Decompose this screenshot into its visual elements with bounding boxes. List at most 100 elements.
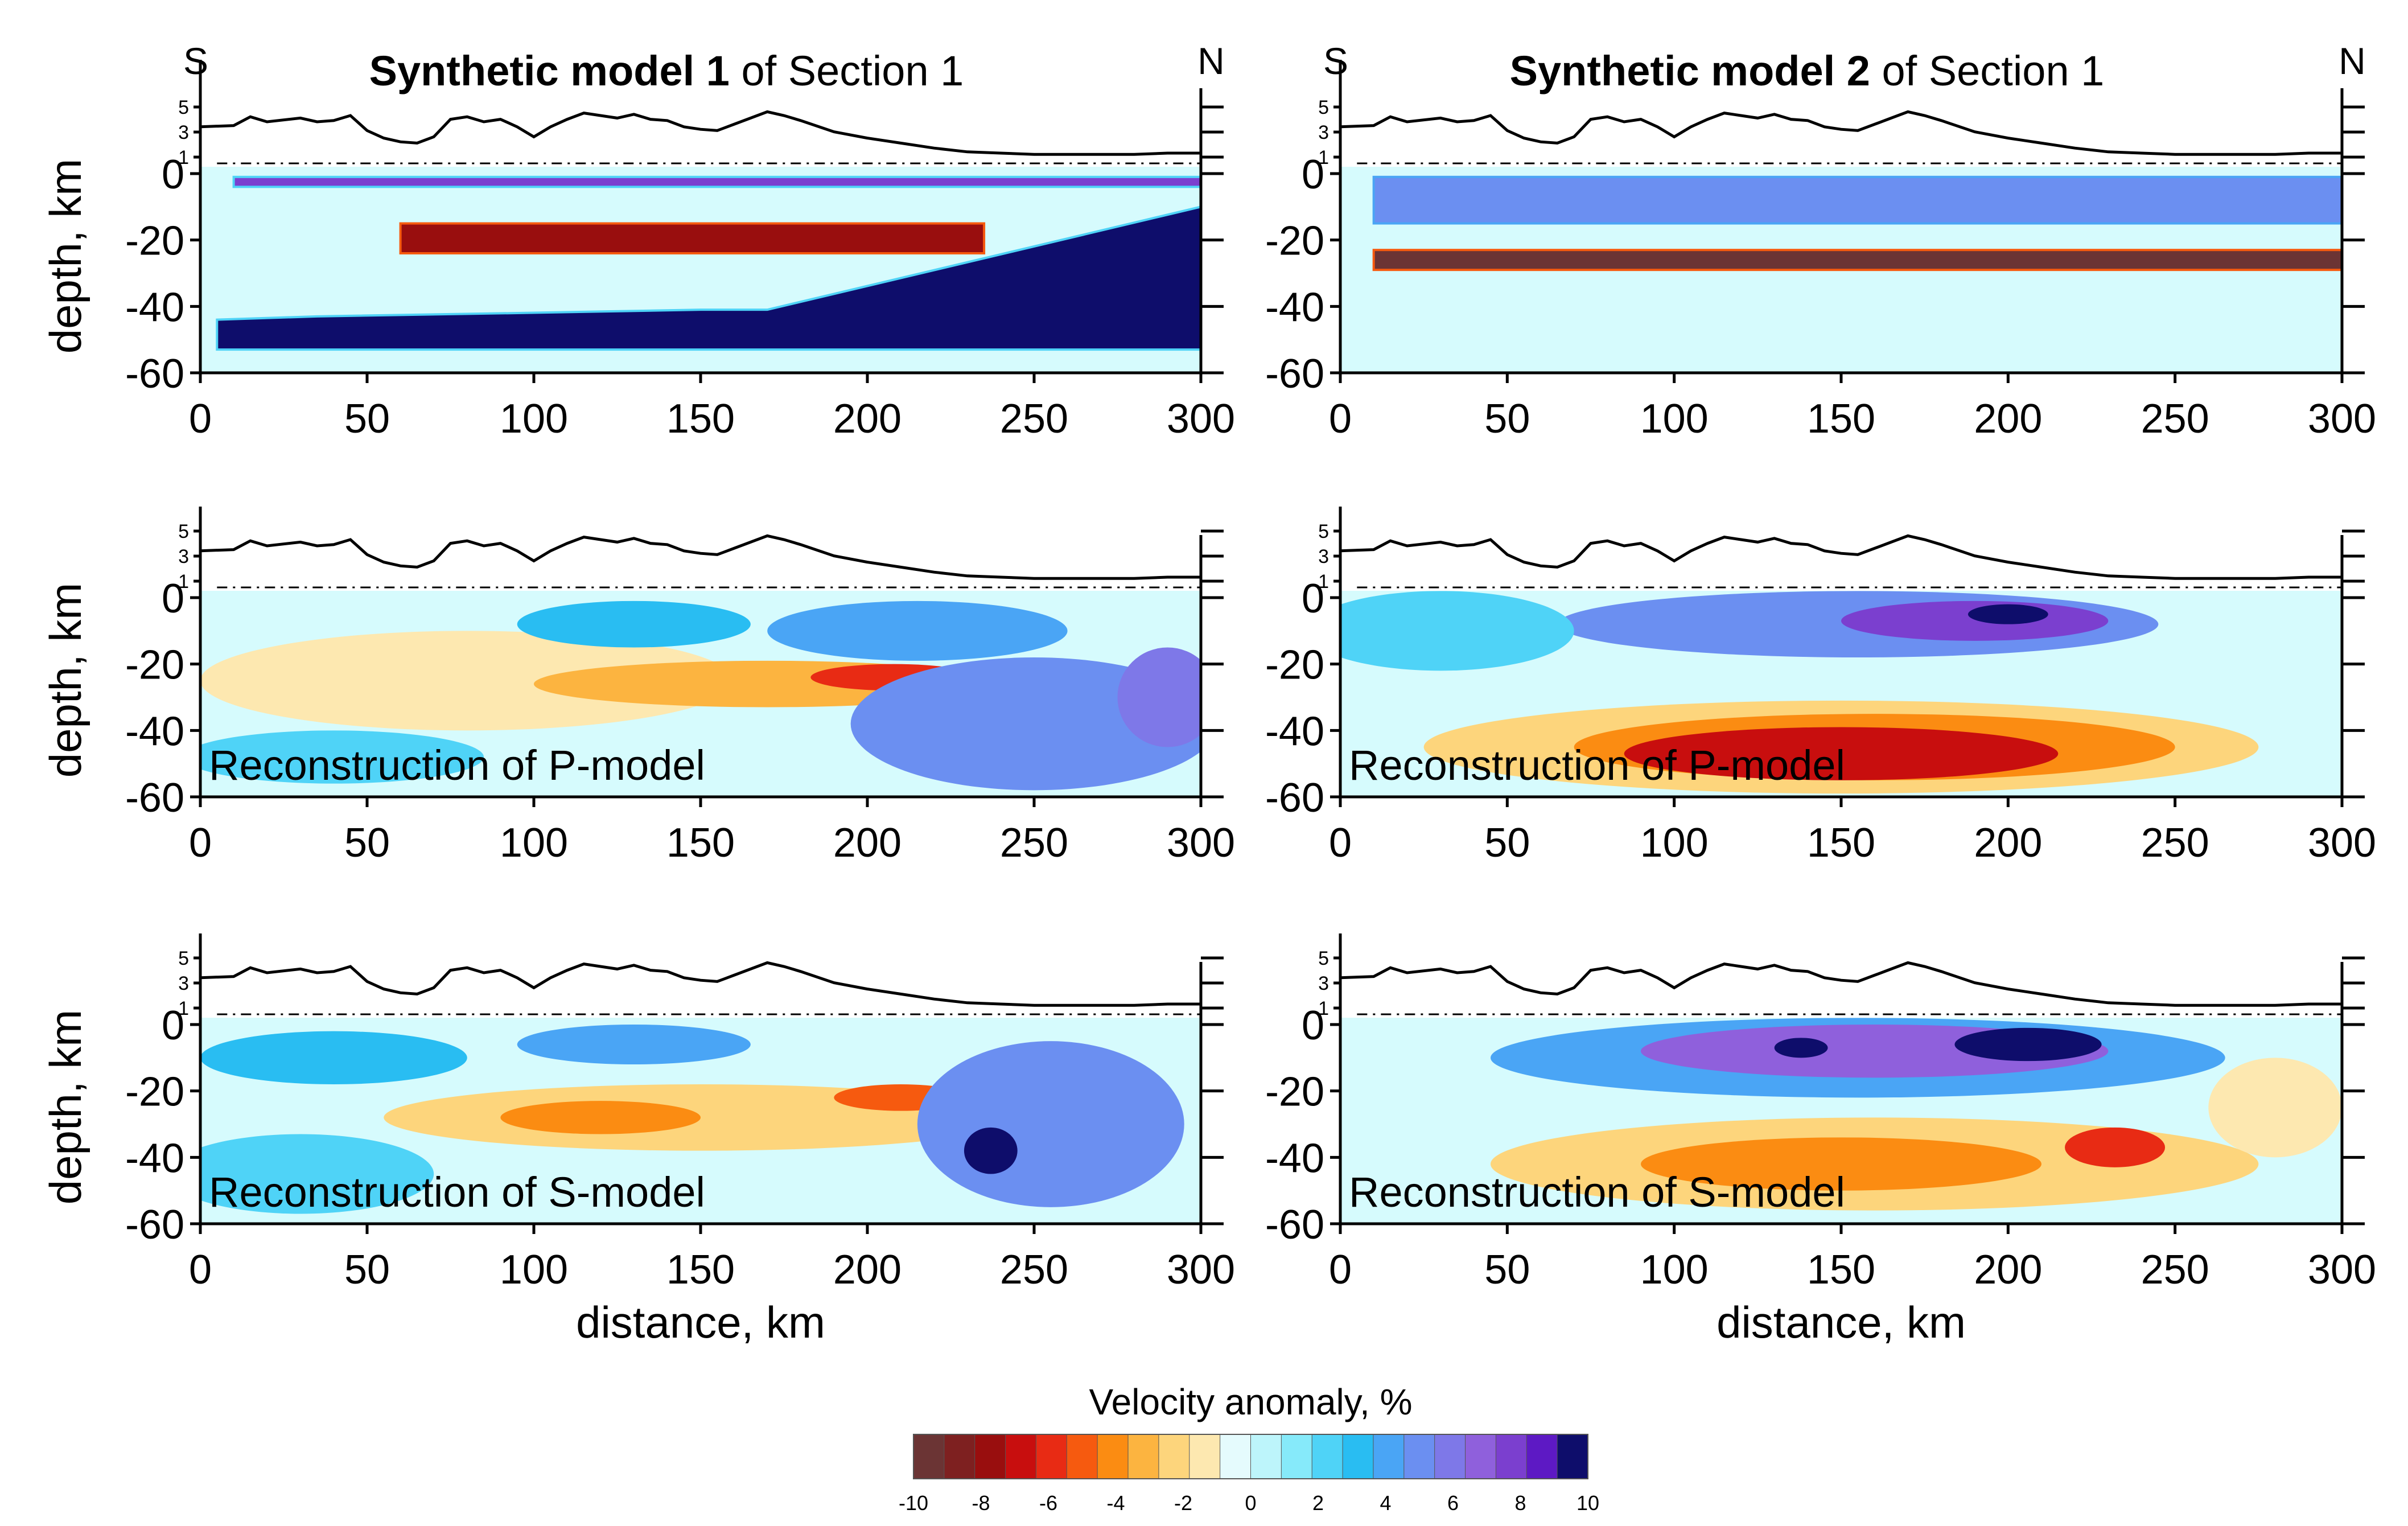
- colorbar-tick-label: 0: [1245, 1491, 1256, 1515]
- topography-line: [200, 534, 1201, 580]
- x-tick-label: 0: [189, 1247, 212, 1293]
- anomaly-field: [1491, 1018, 2342, 1211]
- colorbar-tick-label: -8: [972, 1491, 990, 1515]
- direction-label-south: S: [1323, 40, 1348, 82]
- y-tick-label: 0: [1302, 1003, 1324, 1048]
- y-tick-label: -20: [125, 1070, 184, 1115]
- colorbar-swatch: [1465, 1434, 1497, 1479]
- colorbar-tick-label: 4: [1380, 1491, 1391, 1515]
- y-tick-label: -40: [1265, 1136, 1324, 1181]
- panel-p5: 0 50 100 150 200 250 300 0 -20 -40 -60 5 3 1 depth, km…: [40, 933, 1235, 1347]
- topo-tick-label: 1: [1318, 147, 1329, 168]
- panel-title-rest: of Section 1: [730, 47, 964, 94]
- topo-tick-label: 5: [1318, 521, 1329, 542]
- anomaly-blob: [1641, 1137, 2041, 1191]
- y-tick-label: -40: [1265, 285, 1324, 330]
- colorbar-swatch: [1281, 1434, 1313, 1479]
- anomaly-blob: [200, 730, 484, 784]
- anomaly-blob: [767, 600, 1068, 661]
- panel-p3: 0 50 100 150 200 250 300 0 -20 -40 -60 5 3 1 depth, km…: [40, 507, 1235, 866]
- colorbar-swatch: [1557, 1434, 1589, 1479]
- colorbar-swatch: [1403, 1434, 1435, 1479]
- y-tick-label: -20: [125, 219, 184, 264]
- topo-tick-label: 3: [1318, 122, 1329, 143]
- anomaly-field: [216, 175, 1201, 351]
- colorbar-swatch: [1127, 1434, 1159, 1479]
- y-tick-label: -40: [1265, 709, 1324, 754]
- synthetic-slab-body: [216, 205, 1201, 351]
- x-tick-label: 300: [1167, 396, 1235, 442]
- panel-title: Synthetic model 2 of Section 1: [1510, 47, 2105, 94]
- anomaly-blob: [517, 1025, 751, 1064]
- anomaly-blob: [517, 600, 751, 648]
- topo-tick-label: 3: [178, 546, 189, 567]
- colorbar-swatch: [1158, 1434, 1190, 1479]
- x-tick-label: 50: [344, 396, 390, 442]
- x-tick-label: 0: [189, 396, 212, 442]
- x-tick-label: 150: [1807, 1247, 1875, 1293]
- anomaly-blob: [1841, 600, 2109, 641]
- x-tick-label: 0: [1329, 396, 1352, 442]
- reconstruction-label: Reconstruction of P-model: [209, 742, 705, 789]
- synthetic-block-body: [399, 222, 986, 254]
- colorbar-title: Velocity anomaly, %: [1089, 1381, 1413, 1422]
- colorbar-tick-label: -4: [1106, 1491, 1125, 1515]
- anomaly-blob: [2065, 1127, 2166, 1167]
- anomaly-field: [200, 1025, 1184, 1214]
- x-tick-label: 200: [1974, 820, 2042, 866]
- y-tick-label: -60: [125, 351, 184, 397]
- colorbar-frame: [913, 1434, 1588, 1479]
- colorbar-swatch: [1066, 1434, 1098, 1479]
- y-tick-label: -20: [1265, 1070, 1324, 1115]
- topo-tick-label: 1: [178, 147, 189, 168]
- x-tick-label: 300: [1167, 1247, 1235, 1293]
- synthetic-layer-body: [232, 175, 1201, 188]
- x-tick-label: 100: [1640, 820, 1709, 866]
- colorbar-swatch: [1005, 1434, 1037, 1479]
- x-tick-label: 100: [500, 820, 568, 866]
- x-tick-label: 250: [2141, 1247, 2209, 1293]
- topo-tick-label: 1: [1318, 571, 1329, 593]
- topo-tick-label: 1: [178, 998, 189, 1019]
- x-tick-label: 50: [1484, 1247, 1530, 1293]
- anomaly-blob: [1774, 1038, 1828, 1058]
- x-tick-label: 50: [344, 1247, 390, 1293]
- x-tick-label: 50: [1484, 820, 1530, 866]
- reconstruction-label: Reconstruction of S-model: [209, 1169, 705, 1216]
- x-tick-label: 200: [833, 820, 902, 866]
- x-tick-label: 300: [2308, 396, 2376, 442]
- topo-tick-label: 5: [1318, 948, 1329, 969]
- y-tick-label: -60: [1265, 351, 1324, 397]
- colorbar-swatch: [913, 1434, 945, 1479]
- anomaly-field: [1340, 591, 2259, 794]
- x-tick-label: 150: [1807, 820, 1875, 866]
- topo-tick-label: 1: [1318, 998, 1329, 1019]
- y-tick-label: -20: [125, 643, 184, 688]
- x-tick-label: 150: [666, 396, 735, 442]
- topo-tick-label: 3: [178, 122, 189, 143]
- x-tick-label: 100: [1640, 1247, 1709, 1293]
- x-axis-title: distance, km: [576, 1297, 825, 1347]
- y-tick-label: 0: [162, 1003, 184, 1048]
- colorbar-swatch: [1189, 1434, 1221, 1479]
- anomaly-blob: [1117, 647, 1201, 747]
- topography-line: [1340, 110, 2342, 156]
- topography-line: [200, 961, 1201, 1007]
- y-tick-label: -20: [1265, 643, 1324, 688]
- x-tick-label: 250: [1000, 820, 1068, 866]
- anomaly-blob: [964, 1127, 1018, 1174]
- x-tick-label: 0: [1329, 1247, 1352, 1293]
- x-tick-label: 150: [666, 1247, 735, 1293]
- colorbar-tick-label: -6: [1039, 1491, 1057, 1515]
- y-tick-label: 0: [1302, 152, 1324, 198]
- x-tick-label: 0: [189, 820, 212, 866]
- anomaly-blob: [200, 631, 734, 731]
- topo-tick-label: 5: [1318, 97, 1329, 118]
- topo-tick-label: 5: [178, 948, 189, 969]
- x-tick-label: 0: [1329, 820, 1352, 866]
- panel-p1: 0 50 100 150 200 250 300 0 -20 -40 -60 5 3 1 depth, km…: [40, 40, 1235, 442]
- anomaly-blob: [500, 1101, 701, 1134]
- x-tick-label: 250: [1000, 1247, 1068, 1293]
- topo-tick-label: 3: [1318, 973, 1329, 994]
- x-tick-label: 200: [833, 396, 902, 442]
